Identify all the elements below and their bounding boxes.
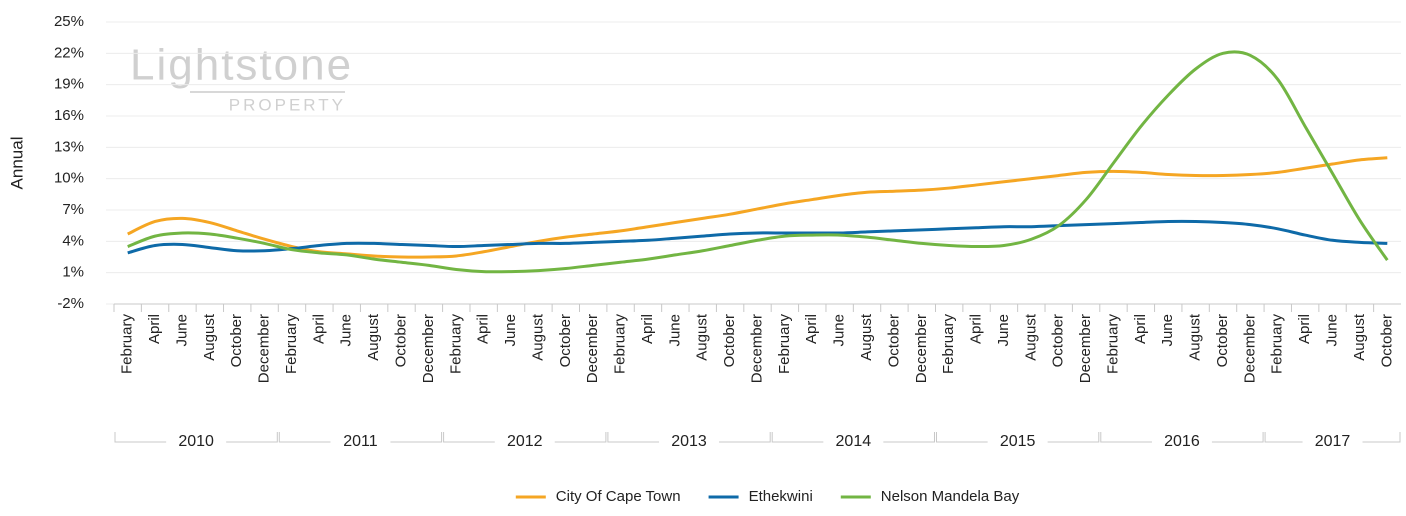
x-tick-label: June [831,314,848,347]
year-label: 2013 [671,433,707,450]
x-tick-label: October [392,314,409,367]
x-tick-label: June [1159,314,1176,347]
x-tick-label: February [612,314,629,375]
x-tick-label: October [557,314,574,367]
x-tick-label: February [1104,314,1121,375]
x-tick-label: August [858,313,875,361]
year-bracket [114,432,278,443]
legend: City Of Cape Town Ethekwini Nelson Mandela… [515,488,1020,505]
x-tick-label: October [721,314,738,367]
x-tick-label: August [365,313,382,361]
x-tick-label: February [776,314,793,375]
year-bracket [443,432,607,443]
x-tick-label: February [119,314,136,375]
x-tick-label: April [146,314,163,344]
year-label: 2011 [343,433,378,450]
x-tick-label: April [968,314,985,344]
x-tick-label: October [1050,314,1067,367]
x-tick-label: August [694,313,711,361]
x-tick-label: December [584,314,601,383]
watermark-name: Lightstone [130,41,353,90]
y-tick-label: 1% [62,264,84,281]
x-tick-label: April [1132,314,1149,344]
x-tick-label: April [803,314,820,344]
x-tick-label: June [338,314,355,347]
year-bracket [607,432,771,443]
x-tick-label: April [475,314,492,344]
x-tick-label: February [1269,314,1286,375]
x-tick-label: December [748,314,765,383]
x-tick-label: June [173,314,190,347]
watermark-sub: PROPERTY [229,95,346,114]
year-bracket [1264,432,1401,443]
x-tick-label: August [1351,313,1368,361]
x-tick-label: June [995,314,1012,347]
x-tick-label: February [283,314,300,375]
x-tick-label: June [1324,314,1341,347]
year-label: 2017 [1315,433,1351,450]
x-tick-label: February [447,314,464,375]
x-tick-label: February [940,314,957,375]
x-tick-label: June [666,314,683,347]
year-bracket [278,432,443,443]
year-label: 2010 [178,433,214,450]
x-tick-label: August [1187,313,1204,361]
year-label: 2016 [1164,433,1200,450]
x-tick-label: December [1241,314,1258,383]
x-tick-label: June [502,314,519,347]
year-bracket [935,432,1100,443]
year-label: 2015 [1000,433,1036,450]
x-tick-label: October [228,314,245,367]
y-tick-label: 10% [54,170,84,187]
series-line [127,50,1389,274]
x-tick-label: December [256,314,273,383]
y-axis-label: Annual [7,137,26,190]
x-tick-label: August [529,313,546,361]
x-tick-label: December [913,314,930,383]
x-tick-label: December [1077,314,1094,383]
x-tick-label: October [885,314,902,367]
x-tick-label: December [420,314,437,383]
legend-label: Ethekwini [749,488,813,505]
legend-label: Nelson Mandela Bay [881,488,1020,505]
year-bracket [1100,432,1264,443]
legend-label: City Of Cape Town [556,488,681,505]
y-tick-label: 16% [54,107,84,124]
y-tick-label: 13% [54,138,84,155]
y-tick-label: 22% [54,44,84,61]
x-tick-label: April [639,314,656,344]
x-tick-label: April [310,314,327,344]
series-line [127,219,1388,255]
series-line [127,156,1388,259]
year-label: 2012 [507,433,543,450]
y-tick-label: 4% [62,232,84,249]
y-tick-label: 19% [54,76,84,93]
x-tick-label: April [1296,314,1313,344]
year-bracket [771,432,935,443]
x-tick-label: October [1378,314,1395,367]
y-tick-label: 7% [62,201,84,218]
y-tick-label: -2% [57,295,84,312]
x-tick-label: August [201,313,218,361]
x-tick-label: October [1214,314,1231,367]
year-label: 2014 [836,433,872,450]
y-tick-label: 25% [54,13,84,30]
x-tick-label: August [1022,313,1039,361]
